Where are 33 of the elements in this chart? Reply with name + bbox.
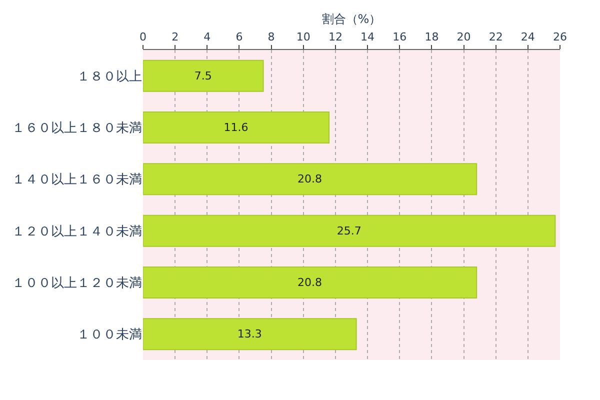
data-label: 11.6	[224, 121, 248, 134]
x-tick-label: 4	[204, 30, 211, 44]
data-label: 7.5	[194, 69, 212, 82]
x-tick-label: 16	[392, 30, 407, 44]
x-tick-label: 22	[488, 30, 503, 44]
x-tick-label: 18	[424, 30, 439, 44]
x-tick-label: 8	[268, 30, 275, 44]
x-axis-title: 割合（%）	[322, 12, 382, 26]
bar	[143, 60, 264, 92]
x-tick-label: 14	[360, 30, 375, 44]
x-tick-label: 2	[172, 30, 179, 44]
data-label: 20.8	[298, 276, 322, 289]
bar	[143, 214, 556, 247]
x-tick-label: 10	[296, 30, 310, 44]
y-tick-label: １８０以上	[77, 69, 142, 84]
bar	[143, 112, 330, 144]
x-tick-label: 0	[140, 30, 146, 44]
x-tick-label: 6	[236, 30, 243, 44]
y-tick-label: １００以上１２０未満	[12, 276, 142, 292]
y-tick-label: １６０以上１８０未満	[12, 121, 142, 136]
data-label: 13.3	[237, 328, 262, 341]
bar	[143, 318, 357, 350]
x-tick-label: 24	[520, 30, 535, 44]
bar	[143, 163, 478, 196]
x-tick-label: 12	[328, 30, 342, 44]
y-tick-label: １２０以上１４０未満	[12, 224, 142, 240]
y-tick-label: １４０以上１６０未満	[12, 172, 142, 188]
y-tick-label: １００未満	[77, 328, 142, 343]
x-tick-label: 26	[553, 30, 567, 44]
data-label: 25.7	[336, 224, 362, 238]
bar	[143, 266, 478, 298]
data-label: 20.8	[298, 172, 322, 186]
x-tick-label: 20	[456, 30, 471, 44]
